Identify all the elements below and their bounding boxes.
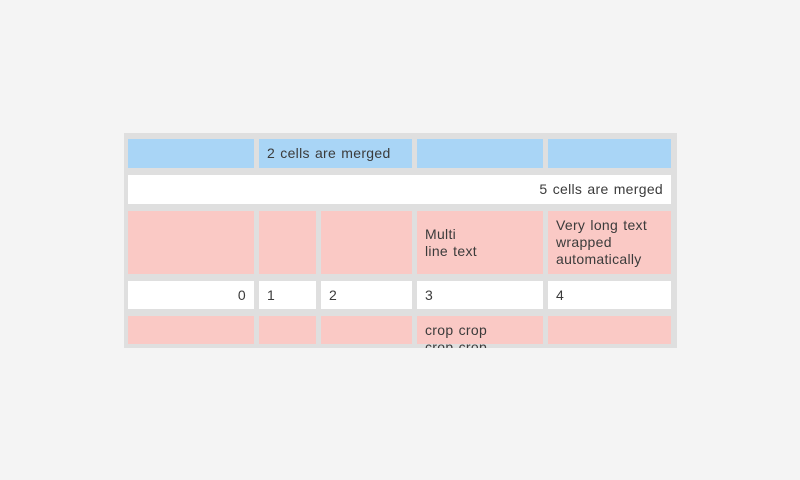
table-cell-r4-c4[interactable] bbox=[548, 316, 671, 344]
table-cell-r4-c1[interactable] bbox=[259, 316, 316, 344]
table-cell-r3-c2[interactable]: 2 bbox=[321, 281, 412, 309]
table-cell-r2-c1[interactable] bbox=[259, 211, 316, 274]
cell-text: 1 bbox=[267, 286, 276, 303]
table-cell-r2-c4[interactable]: Very long text wrapped automatically bbox=[548, 211, 671, 274]
table-cell-r3-c4[interactable]: 4 bbox=[548, 281, 671, 309]
table-cell-r4-c2[interactable] bbox=[321, 316, 412, 344]
table-cell-r0-c0[interactable] bbox=[128, 139, 254, 168]
table-cell-r2-c3[interactable]: Multi line text bbox=[417, 211, 543, 274]
cell-text: Very long text wrapped automatically bbox=[556, 217, 648, 267]
cell-text: 2 bbox=[329, 286, 338, 303]
cell-text: 3 bbox=[425, 286, 434, 303]
table-cell-r2-c0[interactable] bbox=[128, 211, 254, 274]
cell-text: 4 bbox=[556, 286, 565, 303]
table-cell-r4-c3[interactable]: crop crop crop crop bbox=[417, 316, 543, 348]
table-cell-r3-c0[interactable]: 0 bbox=[128, 281, 254, 309]
table-cell-r3-c1[interactable]: 1 bbox=[259, 281, 316, 309]
cell-text: 2 cells are merged bbox=[267, 145, 391, 161]
table-cell-r0-c1[interactable]: 2 cells are merged bbox=[259, 139, 412, 168]
table-widget: 2 cells are merged 5 cells are merged Mult… bbox=[124, 133, 677, 348]
table-cell-r2-c2[interactable] bbox=[321, 211, 412, 274]
cell-text: Multi line text bbox=[425, 225, 477, 259]
cell-text: 5 cells are merged bbox=[539, 181, 663, 197]
table-cell-r0-c3[interactable] bbox=[548, 139, 671, 168]
table-cell-r0-c2[interactable] bbox=[417, 139, 543, 168]
table-cell-r1-c0[interactable]: 5 cells are merged bbox=[128, 175, 671, 204]
cell-text: 0 bbox=[237, 286, 246, 303]
cell-text: crop crop crop crop bbox=[425, 322, 488, 348]
table-cell-r4-c0[interactable] bbox=[128, 316, 254, 344]
table-cell-r3-c3[interactable]: 3 bbox=[417, 281, 543, 309]
